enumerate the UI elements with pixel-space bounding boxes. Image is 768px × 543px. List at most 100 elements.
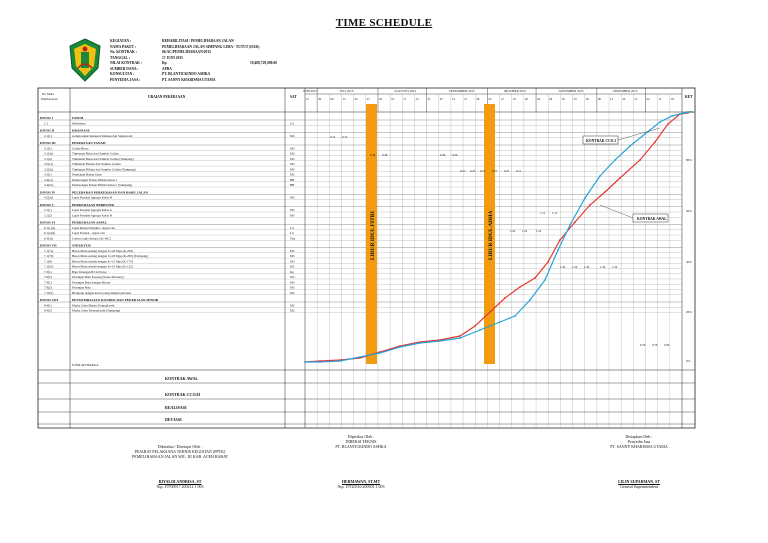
info-label: KEGIATAN :	[110, 39, 132, 43]
month-label: NOVEMBER 2015	[558, 89, 583, 93]
day-label: 06	[330, 97, 334, 101]
cell-value: 1.22	[536, 229, 542, 233]
day-label: 09	[549, 97, 553, 101]
day-label: 26	[525, 97, 529, 101]
holiday-bar-idul-fitri	[366, 104, 377, 364]
plan-curve-point	[654, 141, 656, 143]
cco-curve-point	[659, 121, 661, 123]
item-name: Marka Jalan Bukan Termoplastik	[72, 303, 115, 307]
item-no: 6.1(1)(a)	[44, 226, 55, 230]
day-label: 18	[671, 97, 675, 101]
item-no: 3.1(4)	[44, 157, 52, 161]
cell-value: 0.76	[652, 343, 658, 347]
item-no: 6.3(5a)	[44, 236, 53, 240]
day-label: 16	[561, 97, 565, 101]
item-no: 3.4(1b)	[44, 183, 53, 187]
item-sat: M2	[290, 303, 295, 307]
item-name: Penyiapan Badan Jalan	[72, 173, 102, 177]
cco-curve-point	[689, 111, 691, 113]
day-label: 10	[391, 97, 395, 101]
plan-curve-point	[619, 177, 621, 179]
plan-curve-point	[547, 261, 549, 263]
day-label: 06	[598, 97, 602, 101]
cell-value: 1.11	[540, 211, 546, 215]
item-no: 7.6(5)	[44, 275, 52, 279]
item-no: 7.9(2)	[44, 286, 52, 290]
cell-value: 1.59	[560, 265, 566, 269]
sig-role: PT. SANNY KHARISMA UTAMA	[610, 444, 668, 449]
item-sat: BH	[290, 178, 295, 182]
cell-value: 1.59	[584, 265, 590, 269]
sig-nip: General Superintendent	[620, 484, 658, 489]
day-label: 27	[306, 97, 310, 101]
day-label: 12	[501, 97, 505, 101]
col-ket-header: KET	[685, 95, 693, 99]
section-div: DIVISI II	[40, 129, 55, 133]
cco-curve-point	[514, 315, 516, 317]
item-name: Galian Biasa	[72, 146, 89, 150]
cco-curve	[305, 111, 691, 363]
item-name: Lapis Pondasi Agregat Kelas A	[72, 208, 113, 212]
plan-curve-point	[459, 335, 461, 337]
item-name: Beton Mutu sedang dengan fc=20 Mpa (K-25…	[72, 254, 148, 258]
cco-curve-point	[557, 249, 559, 251]
cco-curve-point	[379, 352, 381, 354]
page-title: TIME SCHEDULE	[335, 17, 433, 29]
item-name: Pasangan Batu Kosong (Stone Masonry)	[72, 275, 124, 279]
cell-value: 1.59	[572, 265, 578, 269]
item-name: Pasangan Bata	[72, 286, 91, 290]
day-label: 03	[379, 97, 383, 101]
info-value: 17 JUNI 2015	[162, 55, 183, 60]
cell-value: 0.96	[664, 343, 670, 347]
pct-tick: 40%	[686, 260, 692, 264]
total-label: JUMLAH HARGA	[72, 363, 99, 367]
sig-role: PEMELIHARAAN JALAN WIL. III KAB. ACEH BA…	[132, 454, 228, 459]
callout-leader	[599, 204, 634, 219]
item-no: 7.1(7)b	[44, 254, 54, 258]
holiday-label: LIBUR IDUL FITRI	[370, 211, 376, 260]
item-no: 7.9(1)	[44, 280, 52, 284]
item-no: 8.4(1)	[44, 303, 52, 307]
item-sat: M3	[290, 134, 295, 138]
signature-pptk: Diketahui / Disetujui Oleh : PEJABAT PEL…	[120, 444, 240, 489]
info-row: TANGGAL : 17 JUNI 2015	[110, 56, 259, 62]
section-div: DIVISI VII	[40, 244, 57, 248]
item-no: 5.1(2)	[44, 213, 52, 217]
section-div: DIVISI 1	[40, 116, 54, 120]
cell-value: 0.36	[382, 153, 388, 157]
cell-value: 0.27	[504, 169, 510, 173]
cell-value: 0.27	[480, 169, 486, 173]
sig-name: HERMAWAN, ST.MT	[341, 479, 381, 484]
item-no: 3.1(1)	[44, 146, 52, 150]
col-no-header: Pembayaran	[41, 97, 58, 101]
day-label: 13	[342, 97, 346, 101]
info-row: NAMA PAKET : PEMELIHARAAN JALAN SIMPANG L…	[110, 45, 259, 51]
day-label: 13	[610, 97, 614, 101]
item-sat: M3	[290, 157, 295, 161]
summary-label: KONTRAK AWAL	[165, 376, 198, 381]
cell-value: 1.11	[552, 211, 558, 215]
summary-label: DEVIASI	[165, 417, 182, 422]
info-value: APBA	[162, 66, 172, 71]
item-sat: M3	[290, 291, 295, 295]
info-label: TANGGAL :	[110, 55, 130, 60]
callout-leader	[617, 127, 661, 141]
day-label: 04	[647, 97, 651, 101]
day-label: 30	[586, 97, 590, 101]
item-name: Beton Mutu sedang dengan fc=20 Mpa (K-25…	[72, 249, 133, 253]
cell-value: 0.27	[492, 169, 498, 173]
col-uraian-header: URAIAN PEKERJAAN	[148, 95, 186, 99]
item-no: 3.2(1a)	[44, 162, 53, 166]
item-name: Beton Mutu rendah dengan fc=15 Mpa (K-17…	[72, 259, 133, 263]
sig-role: Diperiksa Oleh :	[347, 434, 375, 439]
day-label: 21	[464, 97, 468, 101]
item-name: Beton Mutu rendah dengan fc=10 Mpa (K-12…	[72, 265, 133, 269]
month-label: JULI 2015	[340, 89, 354, 93]
item-sat: M3	[290, 162, 295, 166]
section-title: STRUKTUR	[72, 244, 91, 248]
item-name: Bronjong dengan kawat yang dilapisi galv…	[72, 291, 132, 295]
cell-value: 1.59	[600, 265, 606, 269]
item-name: Timbunan Pilihan dari Sumber Galian	[72, 162, 121, 166]
cell-value: 0.11	[516, 169, 522, 173]
plan-curve-point	[474, 325, 476, 327]
